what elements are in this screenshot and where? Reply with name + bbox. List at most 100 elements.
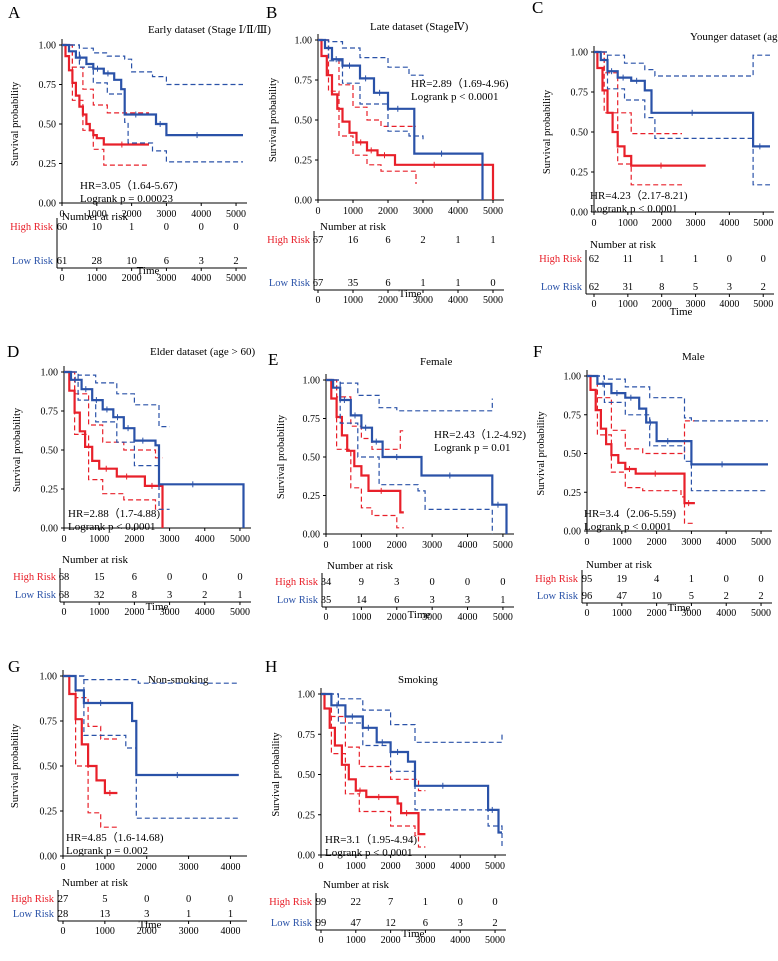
y-tick-label: 1.00 [298,690,316,701]
risk-count-high: 67 [313,235,324,246]
low-risk-row-label: Low Risk [271,918,313,929]
risk-table-x-tick-label: 4000 [195,607,215,618]
risk-count-low: 6 [423,918,428,929]
risk-count-low: 2 [761,282,766,293]
risk-table-x-tick-label: 0 [592,299,597,310]
logrank-pvalue: Logrank p < 0.0001 [68,521,155,533]
x-tick-label: 4000 [220,862,240,873]
hazard-ratio: HR=4.23（2.17-8.21) [590,189,688,202]
low-risk-ci-lower [318,39,424,140]
y-tick-label: 0.00 [40,852,58,863]
risk-count-low: 10 [126,256,137,267]
panel-letter: G [8,657,20,676]
risk-count-high: 0 [458,897,463,908]
x-tick-label: 1000 [343,206,363,217]
risk-table-x-tick-label: 2000 [387,612,407,623]
risk-count-high: 1 [490,235,495,246]
x-tick-label: 0 [60,209,65,220]
y-axis-title: Survival probability [276,414,287,499]
number-at-risk-label: Number at risk [320,221,386,233]
y-tick-label: 0.50 [41,446,59,457]
high-risk-row-label: High Risk [539,254,583,265]
risk-count-low: 1 [500,595,505,606]
low-risk-curve [587,374,768,466]
hazard-ratio: HR=2.89（1.69-4.96) [411,77,509,90]
risk-count-high: 11 [623,254,633,265]
risk-count-low: 3 [430,595,435,606]
risk-count-high: 5 [102,894,107,905]
panel-letter: C [532,0,543,17]
risk-table-x-tick-label: 0 [61,926,66,937]
x-tick-label: 0 [319,861,324,872]
risk-table-x-tick-label: 0 [60,273,65,284]
x-tick-label: 5000 [230,534,250,545]
risk-count-high: 0 [430,577,435,588]
y-tick-label: 0.25 [40,807,58,818]
risk-count-high: 19 [617,574,628,585]
x-tick-label: 2000 [378,206,398,217]
high-risk-curve [63,674,118,795]
y-tick-label: 1.00 [295,36,313,47]
y-tick-label: 0.00 [303,530,321,541]
y-tick-label: 0.00 [571,208,589,219]
logrank-pvalue: Logrank p = 0.002 [66,845,148,857]
high-risk-ci-lower [318,39,417,184]
high-risk-curve [318,38,495,200]
panel-title: Male [682,351,705,363]
x-tick-label: 4000 [719,218,739,229]
risk-count-high: 0 [164,222,169,233]
y-axis-title: Survival probability [10,723,21,808]
x-tick-label: 4000 [191,209,211,220]
low-risk-ci-lower [594,51,770,186]
number-at-risk-label: Number at risk [327,560,393,572]
y-tick-label: 1.00 [40,672,58,683]
low-risk-row-label: Low Risk [269,278,311,289]
low-risk-row-label: Low Risk [13,909,55,920]
y-tick-label: 0.50 [564,449,582,460]
risk-count-high: 1 [659,254,664,265]
risk-count-low: 3 [167,590,172,601]
x-tick-label: 5000 [483,206,503,217]
y-axis-title: Survival probability [536,411,547,496]
risk-count-low: 10 [651,591,662,602]
risk-table-x-tick-label: 4000 [450,935,470,946]
x-tick-label: 0 [316,206,321,217]
risk-table-x-tick-label: 2000 [137,926,157,937]
y-tick-label: 0.25 [303,491,321,502]
panel-title: Elder dataset (age > 60) [150,346,255,358]
high-risk-curve [62,43,149,146]
y-tick-label: 0.00 [41,524,59,535]
risk-table-x-tick-label: 4000 [719,299,739,310]
y-tick-label: 0.75 [571,88,589,99]
risk-count-low: 1 [237,590,242,601]
panel-title: Early dataset (Stage Ⅰ/Ⅱ/Ⅲ) [148,24,271,36]
y-tick-label: 0.50 [303,453,321,464]
low-risk-row-label: Low Risk [537,591,579,602]
risk-table-x-tick-label: 1000 [89,607,109,618]
x-tick-label: 0 [324,540,329,551]
x-axis-title: Time [399,288,422,300]
y-axis-title: Survival probability [12,407,23,492]
risk-table-x-tick-label: 0 [324,612,329,623]
risk-count-low: 3 [727,282,732,293]
x-tick-label: 2000 [647,537,667,548]
risk-table-x-tick-label: 3000 [179,926,199,937]
x-tick-label: 4000 [716,537,736,548]
risk-count-high: 0 [465,577,470,588]
risk-table-x-tick-label: 3000 [686,299,706,310]
risk-table-x-tick-label: 4000 [448,295,468,306]
risk-table-x-tick-label: 1000 [343,295,363,306]
panel-b: B Late dataset (StageⅣ) 0.00 0.25 0.50 0.75 1.… [266,3,509,306]
x-tick-label: 0 [61,862,66,873]
risk-count-high: 22 [351,897,362,908]
low-risk-row-label: Low Risk [541,282,583,293]
y-tick-label: 0.50 [40,762,58,773]
y-tick-label: 0.25 [298,810,316,821]
risk-table-x-tick-label: 0 [62,607,67,618]
risk-table-x-tick-label: 2000 [647,608,667,619]
high-risk-ci-lower [321,693,426,848]
logrank-pvalue: Logrank p < 0.0001 [590,203,677,215]
high-risk-row-label: High Risk [10,222,54,233]
y-tick-label: 0.50 [571,128,589,139]
